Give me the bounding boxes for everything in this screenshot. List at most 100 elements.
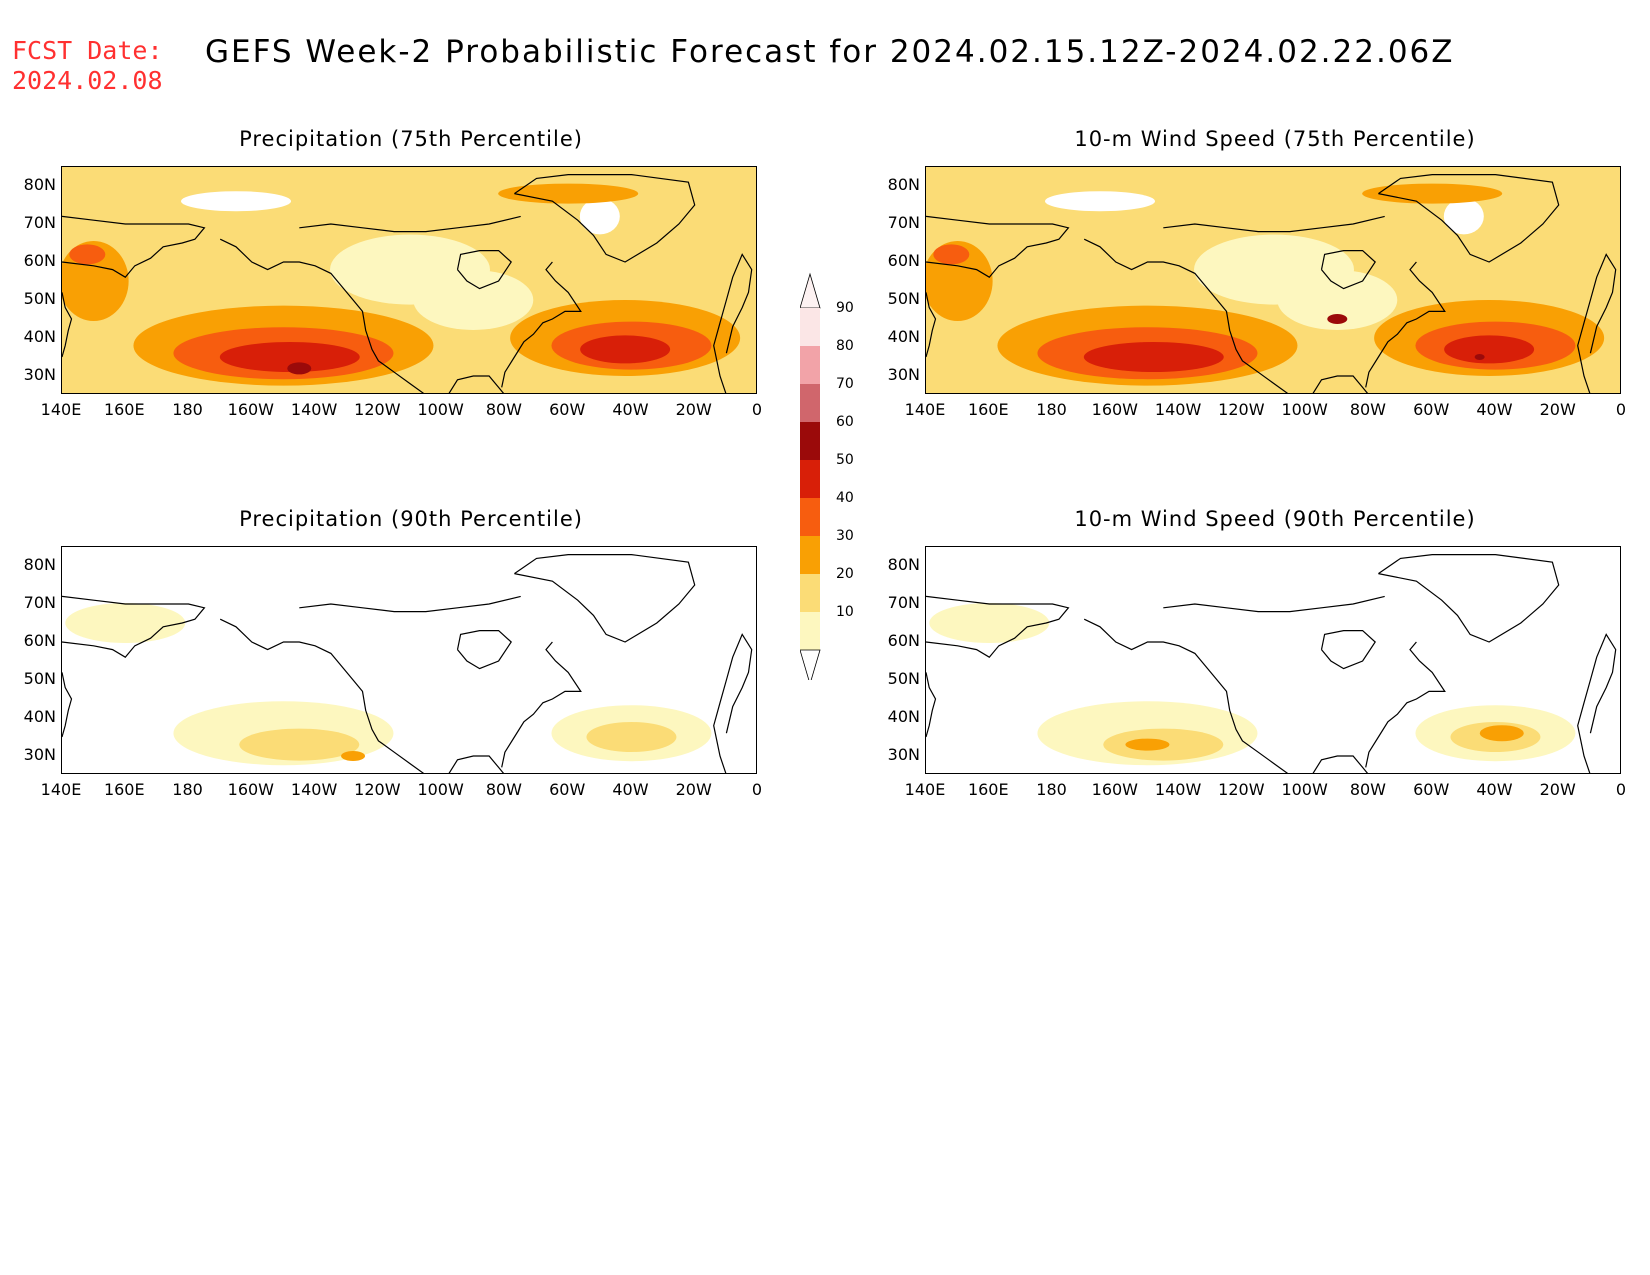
lat-tick-label: 70N [887, 213, 920, 232]
lon-tick-label: 80W [1349, 780, 1386, 799]
legend-swatch [800, 384, 820, 422]
lat-tick-label: 40N [23, 707, 56, 726]
prob-area-50 [1083, 342, 1224, 372]
coastline [1378, 174, 1560, 263]
lat-tick-label: 50N [887, 669, 920, 688]
legend-swatch [800, 536, 820, 574]
lon-tick-label: 60W [1413, 400, 1450, 419]
lat-tick-label: 70N [887, 593, 920, 612]
legend-swatch [800, 422, 820, 460]
lon-tick-label: 100W [1281, 400, 1328, 419]
prob-area-low [1443, 198, 1484, 235]
prob-area-30 [498, 183, 639, 204]
lon-tick-label: 180 [1036, 400, 1067, 419]
lon-tick-label: 40W [1476, 780, 1513, 799]
lon-tick-label: 20W [1539, 400, 1576, 419]
lat-tick-label: 80N [887, 175, 920, 194]
lat-tick-label: 50N [23, 289, 56, 308]
coastline [456, 630, 512, 670]
lon-tick-label: 140W [290, 400, 338, 419]
lat-tick-label: 60N [887, 251, 920, 270]
coastline [1378, 554, 1560, 643]
lat-tick-label: 60N [23, 251, 56, 270]
coastline [299, 215, 521, 233]
coastline [1163, 595, 1385, 613]
prob-area-60 [287, 362, 312, 375]
lon-tick-label: 40W [612, 400, 649, 419]
map-area [61, 166, 757, 394]
lon-tick-label: 180 [1036, 780, 1067, 799]
coastline [1312, 755, 1369, 773]
legend-arrow-bottom [800, 649, 821, 680]
legend-level-label: 50 [836, 452, 854, 468]
panel-wind-75: 10-m Wind Speed (75th Percentile) 80N 70N 6… [864, 127, 1626, 447]
coastline [926, 215, 1070, 278]
lon-tick-label: 120W [1218, 400, 1265, 419]
panel-precip-75: Precipitation (75th Percentile) 80N 70N 60N… [0, 127, 763, 447]
lat-tick-label: 50N [23, 669, 56, 688]
forecast-date-label: FCST Date: [12, 36, 163, 65]
coastline [448, 375, 505, 393]
prob-area-low [1045, 191, 1155, 212]
lon-tick-label: 60W [549, 780, 586, 799]
coastline [62, 215, 206, 278]
coastline [299, 595, 521, 613]
lat-tick-label: 30N [887, 745, 920, 764]
map-area [925, 546, 1621, 774]
legend-swatch [800, 460, 820, 498]
prob-area-60 [1327, 314, 1348, 324]
prob-area-40 [933, 244, 970, 265]
prob-area-20 [586, 722, 677, 752]
lon-tick-label: 120W [354, 400, 401, 419]
lat-tick-label: 40N [887, 707, 920, 726]
forecast-date: FCST Date: 2024.02.08 [12, 36, 163, 96]
coastline [1083, 618, 1289, 773]
lon-tick-label: 140E [40, 780, 82, 799]
coastline [1577, 253, 1617, 393]
lon-tick-label: 0 [751, 400, 763, 419]
lon-tick-label: 160W [1091, 780, 1138, 799]
prob-area-20 [239, 728, 360, 761]
lon-tick-label: 100W [417, 780, 464, 799]
coastline [713, 253, 753, 393]
lon-tick-label: 0 [1615, 780, 1627, 799]
prob-area-60 [1474, 354, 1485, 360]
coastline [62, 672, 73, 738]
prob-area-50 [580, 335, 671, 364]
prob-area-30 [1125, 738, 1170, 751]
legend-swatch [800, 498, 820, 536]
legend-level-label: 10 [836, 604, 854, 620]
lon-tick-label: 40W [1476, 400, 1513, 419]
lat-tick-label: 30N [23, 365, 56, 384]
lon-tick-label: 60W [1413, 780, 1450, 799]
prob-area-10 [65, 603, 186, 643]
coastline [501, 641, 582, 768]
coastline [1320, 630, 1376, 670]
lon-tick-label: 140W [1154, 400, 1202, 419]
color-legend: 90 80 70 60 50 40 30 20 10 [800, 270, 880, 680]
legend-level-label: 30 [836, 528, 854, 544]
page-title: GEFS Week-2 Probabilistic Forecast for 2… [205, 34, 1455, 70]
lat-tick-label: 70N [23, 213, 56, 232]
coastline [1312, 375, 1369, 393]
coastline [501, 261, 582, 388]
lon-tick-label: 140E [904, 780, 946, 799]
lon-tick-label: 20W [675, 780, 712, 799]
legend-swatch [800, 574, 820, 612]
lon-tick-label: 160E [103, 780, 145, 799]
lon-tick-label: 0 [751, 780, 763, 799]
lon-tick-label: 160E [967, 780, 1009, 799]
prob-area-50 [1444, 335, 1535, 364]
lon-tick-label: 160E [967, 400, 1009, 419]
panel-title: Precipitation (75th Percentile) [239, 127, 583, 151]
legend-level-label: 90 [836, 300, 854, 316]
lon-tick-label: 20W [1539, 780, 1576, 799]
lat-tick-label: 40N [23, 327, 56, 346]
coastline [1083, 238, 1289, 393]
legend-swatch [800, 308, 820, 346]
coastline [448, 755, 505, 773]
lon-tick-label: 100W [417, 400, 464, 419]
coastline [1365, 641, 1446, 768]
lon-tick-label: 40W [612, 780, 649, 799]
lon-tick-label: 20W [675, 400, 712, 419]
